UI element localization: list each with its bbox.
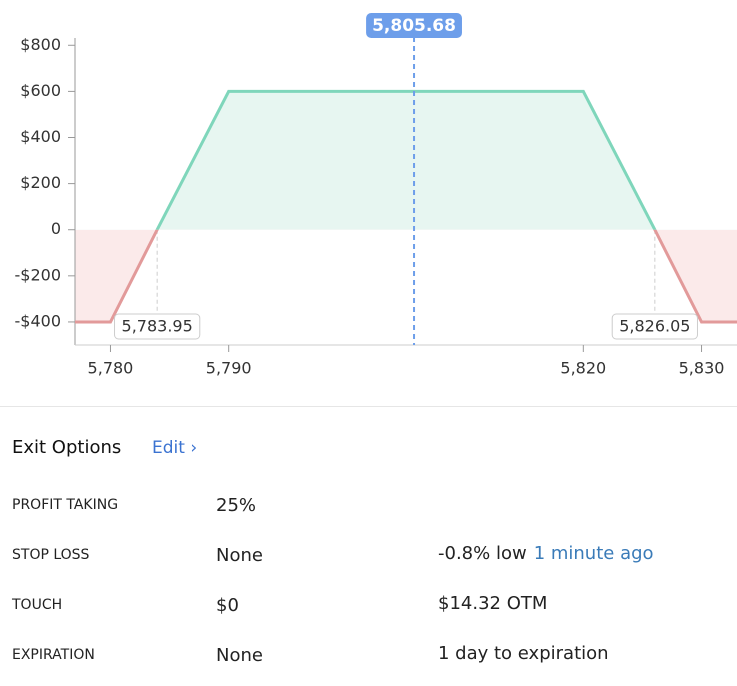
option-link[interactable]: 1 minute ago xyxy=(533,543,654,564)
breakeven-label: 5,826.05 xyxy=(619,317,690,336)
option-value: None xyxy=(216,645,263,666)
option-value: 25% xyxy=(216,495,257,516)
option-value: None xyxy=(216,545,263,566)
edit-text[interactable]: Edit xyxy=(152,438,185,458)
y-tick-label: $400 xyxy=(20,127,61,146)
y-tick-label: $800 xyxy=(20,35,61,54)
y-tick-label: $200 xyxy=(20,173,61,192)
option-info: $14.32 OTM xyxy=(438,593,548,614)
option-value: $0 xyxy=(216,595,239,616)
edit-link[interactable]: Edit › xyxy=(152,438,198,458)
y-tick-label: $600 xyxy=(20,81,61,100)
option-label: STOP LOSS xyxy=(12,547,90,563)
loss-area xyxy=(75,229,737,322)
section-title: Exit Options xyxy=(12,437,122,458)
chart: $800 $600 $400 $200 0 -$200 -$400 5,780 5,790 5,8… xyxy=(15,13,737,378)
profit-line xyxy=(155,89,657,230)
profit-area xyxy=(75,91,737,230)
x-tick-label: 5,790 xyxy=(206,359,252,378)
option-info: 1 day to expiration xyxy=(438,643,609,664)
breakeven-box xyxy=(114,313,201,340)
y-tick-label: -$400 xyxy=(15,311,62,330)
option-label: PROFIT TAKING xyxy=(12,497,119,513)
x-tick-label: 5,820 xyxy=(560,359,606,378)
option-label: EXPIRATION xyxy=(12,647,95,663)
y-tick-label: 0 xyxy=(51,219,61,238)
option-info: -0.8% low xyxy=(438,543,527,564)
y-tick-label: -$200 xyxy=(15,265,62,284)
option-label: TOUCH xyxy=(12,597,63,613)
price-label: 5,805.68 xyxy=(372,16,456,36)
x-tick-label: 5,780 xyxy=(88,359,134,378)
exit-options: Exit Options Edit › PROFIT TAKING 25% STOP… xyxy=(0,406,737,686)
breakeven-label: 5,783.95 xyxy=(122,317,193,336)
breakeven-box xyxy=(611,313,698,340)
x-tick-label: 5,830 xyxy=(679,359,725,378)
loss-line xyxy=(75,229,737,324)
price-box xyxy=(366,13,462,38)
